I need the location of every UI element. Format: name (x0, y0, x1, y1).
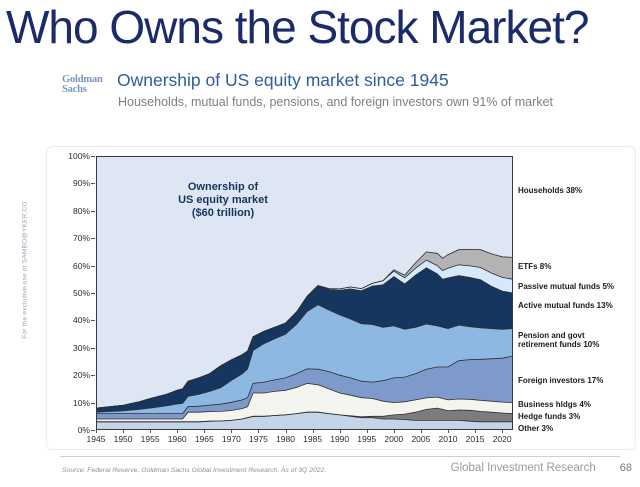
edge-hedge-funds (96, 407, 513, 423)
goldman-sachs-logo: Goldman Sachs (62, 74, 103, 95)
x-tick-mark (312, 430, 314, 433)
series-label-active-mutual-funds: Active mutual funds 13% (518, 301, 613, 310)
logo-line-2: Sachs (62, 83, 87, 95)
area-foreign-investors (96, 356, 513, 419)
annotation-line-2: US equity market (178, 194, 268, 207)
y-tick-mark (91, 430, 95, 431)
edge-etfs (96, 248, 513, 409)
y-tick-label: 100% (68, 151, 90, 161)
chart-heading: Ownership of US equity market since 1945 (117, 70, 449, 90)
y-tick-label: 50% (72, 288, 90, 298)
footer-brand: Global Investment Research (450, 462, 596, 474)
x-tick-mark (420, 430, 422, 433)
series-label-passive-mutual-funds: Passive mutual funds 5% (518, 282, 615, 291)
area-passive-mutual-funds (96, 260, 513, 409)
x-tick-mark (393, 430, 395, 433)
chart-subheading: Households, mutual funds, pensions, and … (118, 95, 553, 109)
y-tick-mark (91, 402, 95, 404)
x-tick-mark (96, 430, 97, 433)
y-tick-label: 0% (77, 425, 90, 435)
y-tick-mark (91, 156, 95, 157)
x-tick-mark (366, 430, 368, 433)
x-tick-label: 1950 (113, 434, 133, 444)
area-etfs (96, 249, 513, 409)
source-note: Source: Federal Reserve, Goldman Sachs G… (62, 467, 327, 474)
y-tick-label: 30% (72, 342, 90, 353)
x-tick-label: 1980 (276, 434, 295, 444)
x-tick-mark (285, 430, 287, 433)
y-tick-mark (91, 183, 95, 185)
area-hedge-funds (96, 408, 513, 422)
y-tick-mark (91, 210, 95, 212)
series-label-hedge-funds: Hedge funds 3% (518, 412, 581, 421)
series-label-other: Other 3% (518, 424, 554, 433)
x-tick-label: 1955 (140, 434, 160, 444)
x-tick-mark (177, 430, 179, 433)
y-tick-label: 70% (72, 233, 90, 244)
area-other (96, 412, 513, 430)
y-tick-label: 80% (72, 205, 90, 216)
x-tick-mark (258, 430, 260, 433)
edge-business-hldgs (96, 382, 513, 420)
annotation-line-3: ($60 trillion) (191, 207, 255, 220)
page-number: 68 (619, 462, 632, 474)
x-tick-label: 2010 (438, 434, 458, 444)
page-title: Who Owns the Stock Market? (6, 1, 589, 53)
y-tick-label: 40% (72, 315, 90, 326)
x-tick-label: 1995 (357, 434, 377, 444)
logo-line-1: Goldman (62, 74, 103, 85)
x-tick-label: 1985 (303, 434, 323, 444)
y-tick-mark (91, 293, 95, 294)
x-tick-mark (123, 430, 125, 433)
y-tick-mark (91, 375, 95, 377)
y-tick-label: 10% (72, 397, 90, 408)
series-label-pension-and-govt-retirement-funds: Pension and govt retirement funds 10% (518, 331, 600, 350)
x-tick-mark (502, 430, 504, 433)
x-tick-label: 1970 (221, 434, 241, 444)
area-active-mutual-funds (96, 267, 513, 413)
chart-panel (46, 146, 636, 450)
x-tick-mark (339, 430, 341, 433)
x-tick-label: 1990 (330, 434, 350, 444)
y-tick-mark (91, 265, 95, 267)
area-pension-and-govt-retirement-funds (96, 304, 513, 414)
x-tick-label: 1975 (248, 434, 268, 444)
series-label-households: Households 38% (518, 186, 583, 195)
x-tick-label: 1945 (86, 434, 106, 444)
edge-pension-and-govt-retirement-funds (96, 304, 513, 413)
x-tick-mark (475, 430, 477, 433)
series-label-etfs: ETFs 8% (518, 262, 552, 271)
plot-border (96, 156, 513, 430)
y-tick-label: 20% (72, 370, 90, 381)
y-tick-mark (91, 347, 95, 349)
footer-divider (60, 456, 620, 457)
x-tick-mark (150, 430, 152, 433)
x-tick-label: 2000 (384, 434, 404, 444)
x-tick-label: 1960 (167, 434, 187, 444)
x-tick-mark (204, 430, 206, 433)
annotation-line-1: Ownership of (187, 181, 259, 193)
y-tick-mark (91, 238, 95, 240)
stacked-area-chart (96, 156, 513, 430)
footer-right: Global Investment Research 68 (451, 462, 632, 474)
x-tick-mark (448, 430, 449, 433)
y-tick-label: 90% (72, 178, 90, 189)
x-tick-label: 2005 (411, 434, 431, 444)
series-label-business-hldgs: Business hldgs 4% (518, 400, 591, 409)
x-tick-label: 2015 (465, 434, 485, 444)
x-tick-label: 1965 (194, 434, 214, 444)
watermark-text: For the exclusive use of SAMBO@YKER.CO (21, 201, 29, 339)
chart-annotation: Ownership of US equity market ($60 trill… (150, 181, 296, 221)
y-tick-mark (91, 320, 95, 322)
series-label-foreign-investors: Foreign investors 17% (518, 376, 604, 385)
edge-foreign-investors (96, 355, 513, 414)
y-tick-label: 60% (72, 260, 90, 271)
x-tick-label: 2020 (492, 434, 512, 444)
x-tick-mark (231, 430, 233, 433)
